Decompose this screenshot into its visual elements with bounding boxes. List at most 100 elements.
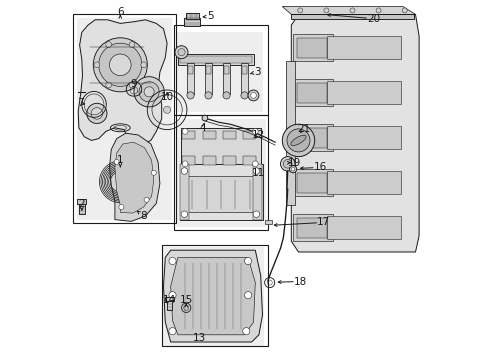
Text: 2: 2	[78, 199, 85, 210]
Circle shape	[247, 90, 258, 101]
Polygon shape	[170, 257, 255, 335]
Bar	[296, 38, 326, 58]
Circle shape	[163, 106, 170, 113]
Text: 4: 4	[199, 123, 205, 133]
Text: 16: 16	[313, 162, 326, 172]
Circle shape	[401, 8, 407, 13]
Bar	[296, 218, 326, 238]
Circle shape	[129, 82, 135, 88]
Circle shape	[87, 103, 107, 123]
Circle shape	[114, 159, 119, 165]
Circle shape	[244, 257, 251, 265]
Circle shape	[119, 204, 123, 210]
Bar	[165, 297, 174, 301]
Bar	[79, 201, 84, 214]
Circle shape	[91, 108, 102, 119]
Bar	[243, 131, 256, 139]
Circle shape	[168, 328, 176, 335]
Circle shape	[242, 328, 249, 335]
Bar	[166, 298, 172, 310]
Bar	[326, 126, 400, 149]
Circle shape	[129, 42, 135, 48]
Bar	[265, 220, 271, 224]
Circle shape	[375, 8, 380, 13]
Circle shape	[99, 43, 142, 86]
Text: 3: 3	[253, 67, 260, 77]
Text: 19: 19	[288, 158, 301, 168]
Text: 18: 18	[293, 276, 306, 287]
Bar	[184, 18, 200, 26]
Text: 12: 12	[252, 130, 265, 140]
Bar	[182, 156, 195, 165]
Circle shape	[182, 129, 187, 134]
Circle shape	[286, 129, 309, 152]
Text: 7: 7	[77, 98, 83, 108]
Bar	[292, 169, 332, 196]
Bar	[326, 171, 400, 194]
Circle shape	[349, 8, 354, 13]
Bar	[176, 32, 262, 112]
Bar	[326, 216, 400, 239]
Bar	[182, 131, 195, 139]
Bar	[186, 176, 255, 212]
Ellipse shape	[290, 135, 305, 145]
Circle shape	[139, 82, 159, 102]
Text: 15: 15	[179, 294, 192, 305]
Text: 11: 11	[252, 168, 265, 178]
Bar	[77, 199, 86, 204]
Circle shape	[105, 82, 111, 88]
Circle shape	[105, 42, 111, 48]
Circle shape	[178, 49, 185, 56]
Circle shape	[282, 124, 314, 157]
Circle shape	[202, 115, 207, 121]
Circle shape	[182, 161, 187, 167]
Bar	[296, 128, 326, 148]
Bar	[241, 63, 247, 94]
Bar	[174, 115, 267, 230]
Polygon shape	[109, 133, 160, 221]
Bar	[77, 18, 172, 220]
Circle shape	[289, 166, 296, 173]
Text: 5: 5	[206, 11, 213, 21]
Text: 17: 17	[316, 217, 330, 228]
Bar	[292, 124, 332, 151]
Bar	[186, 63, 194, 94]
Circle shape	[253, 211, 259, 217]
Circle shape	[144, 87, 154, 97]
Bar	[181, 128, 260, 166]
Polygon shape	[291, 14, 418, 252]
Bar	[285, 61, 294, 205]
Circle shape	[204, 92, 212, 99]
Circle shape	[223, 92, 230, 99]
Circle shape	[297, 8, 302, 13]
Bar	[202, 156, 215, 165]
Bar	[179, 56, 251, 63]
Bar	[292, 34, 332, 61]
Text: 20: 20	[366, 14, 379, 24]
Circle shape	[186, 92, 194, 99]
Circle shape	[175, 46, 187, 59]
Circle shape	[280, 157, 294, 171]
Bar	[185, 13, 199, 19]
Bar	[202, 131, 215, 139]
Circle shape	[181, 211, 187, 217]
Bar	[223, 131, 236, 139]
Bar	[292, 79, 332, 106]
Bar	[243, 156, 256, 165]
Polygon shape	[115, 142, 153, 213]
Bar	[326, 36, 400, 59]
Circle shape	[244, 292, 251, 299]
Bar	[223, 66, 229, 74]
Circle shape	[323, 8, 328, 13]
Circle shape	[283, 159, 291, 168]
Bar	[179, 164, 188, 220]
Circle shape	[252, 129, 258, 134]
Bar	[187, 66, 193, 74]
Bar	[223, 156, 236, 165]
Circle shape	[168, 292, 176, 299]
Bar	[241, 66, 247, 74]
Bar	[296, 173, 326, 193]
Circle shape	[252, 161, 258, 167]
Circle shape	[291, 167, 294, 171]
Text: 21: 21	[297, 123, 310, 134]
